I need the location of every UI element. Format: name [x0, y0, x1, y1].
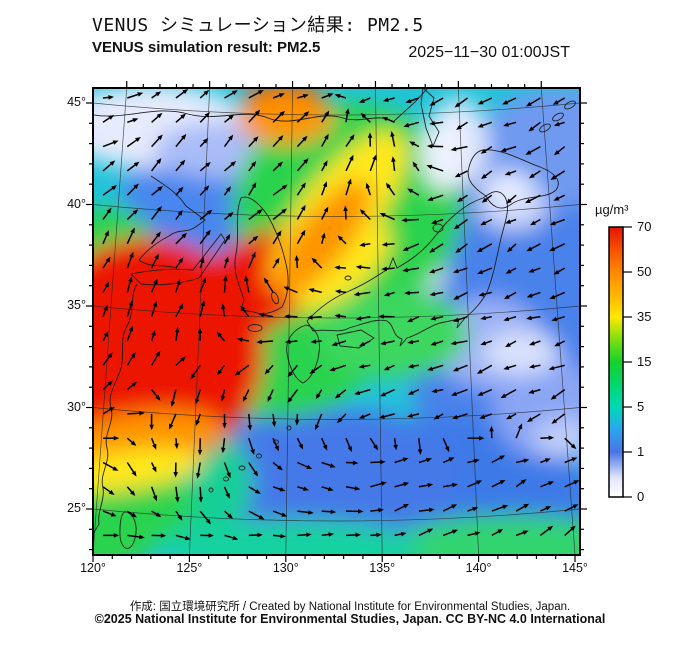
lat-tick-label: 40° [67, 196, 86, 211]
license-line: ©2025 National Institute for Environment… [94, 612, 606, 626]
lat-tick-label: 30° [67, 399, 86, 414]
colorbar-tick-label: 5 [637, 399, 645, 414]
lon-tick-label: 120° [80, 561, 106, 575]
timestamp: 2025−11−30 01:00JST [408, 44, 570, 61]
page-title: VENUS シミュレーション結果: PM2.5 [92, 15, 424, 36]
lat-tick-label: 45° [67, 95, 86, 109]
lon-tick-label: 140° [465, 561, 492, 575]
lat-tick-label: 35° [67, 298, 86, 312]
lon-tick-label: 145° [562, 561, 588, 575]
page-subtitle: VENUS simulation result: PM2.5 [92, 39, 321, 56]
colorbar-tick-label: 50 [637, 264, 652, 279]
credit-line: 作成: 国立環境研究所 / Created by National Instit… [129, 601, 571, 613]
colorbar-tick-label: 35 [637, 308, 652, 324]
colorbar-tick-label: 15 [637, 354, 652, 369]
lon-tick-label: 125° [176, 561, 203, 575]
lat-tick-label: 25° [67, 501, 86, 515]
colorbar-tick-label: 0 [637, 489, 645, 504]
colorbar-tick-label: 1 [637, 443, 645, 459]
colorbar-unit-label: µg/m³ [595, 202, 629, 217]
lon-tick-label: 130° [272, 561, 299, 575]
colorbar-tick-label: 70 [637, 219, 652, 234]
lon-tick-label: 135° [369, 561, 396, 575]
